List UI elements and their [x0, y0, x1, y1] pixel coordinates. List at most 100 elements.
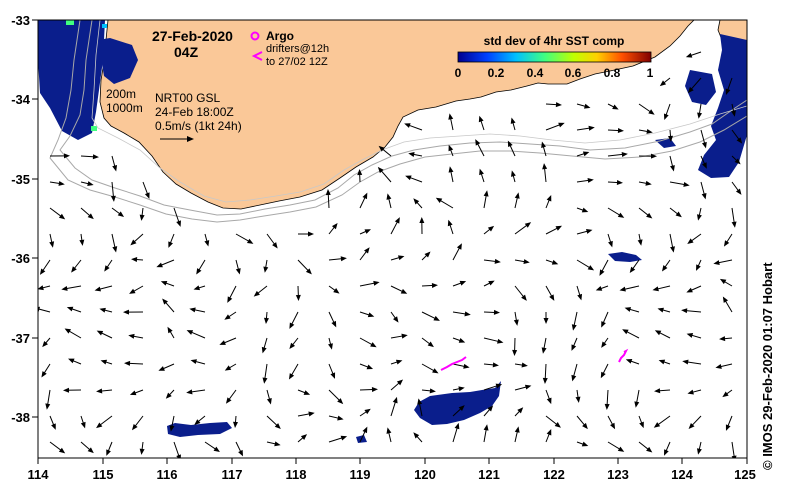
current-vector-head	[495, 383, 503, 389]
current-vector-head	[413, 432, 420, 439]
current-vector-head	[263, 317, 269, 324]
current-vector-head	[189, 307, 196, 313]
current-vector-head	[715, 364, 722, 369]
current-vector-head	[196, 268, 202, 275]
current-vector-head	[513, 319, 519, 326]
current-vector-head	[686, 287, 693, 293]
current-vector-head	[713, 260, 720, 266]
current-vector-head	[524, 222, 532, 228]
current-vector-head	[272, 242, 278, 249]
current-vector-head	[687, 389, 694, 395]
current-vector-head	[541, 347, 547, 354]
current-vector-head	[429, 388, 436, 394]
current-vector-head	[366, 364, 374, 370]
current-vector-head	[492, 362, 499, 368]
current-vector-head	[734, 158, 741, 165]
current-vector-head	[448, 166, 454, 173]
sst-pixel-high	[66, 20, 74, 25]
current-vector-head	[80, 421, 86, 429]
current-vector-head	[587, 177, 594, 183]
current-vector-head	[235, 268, 241, 275]
current-vector-head	[400, 288, 408, 294]
colorbar-tick-0.2: 0.2	[488, 66, 505, 80]
land-australia	[38, 20, 695, 210]
current-vector-head	[274, 423, 281, 430]
current-vector-head	[386, 427, 392, 434]
current-vector-head	[586, 229, 593, 234]
current-vector-head	[45, 403, 51, 410]
current-vector-head	[456, 243, 462, 250]
current-vector-head	[289, 322, 295, 329]
current-vector-head	[404, 123, 411, 128]
current-vector-head	[622, 329, 629, 335]
current-vector-head	[96, 388, 103, 394]
current-vector-head	[696, 448, 702, 455]
current-vector-head	[571, 324, 577, 331]
current-vector-head	[624, 307, 632, 312]
isobath-1000m	[49, 20, 747, 223]
current-vector-head	[79, 239, 85, 246]
current-vector-head	[419, 217, 425, 224]
drifters-label: drifters@12h	[266, 43, 329, 55]
current-vector-head	[575, 396, 581, 403]
current-vector-head	[162, 298, 168, 305]
current-vector-head	[96, 330, 104, 336]
current-vector-head	[648, 109, 655, 115]
argo-label: Argo	[266, 29, 294, 43]
current-vector-head	[58, 213, 66, 220]
current-vector-head	[362, 426, 368, 434]
x-tick-121: 121	[478, 467, 500, 482]
x-tick-120: 120	[414, 467, 436, 482]
current-vector-head	[261, 346, 267, 354]
current-vector-head	[186, 389, 193, 395]
current-vector-head	[458, 338, 466, 343]
current-vector-head	[377, 166, 384, 174]
current-vector-head	[681, 308, 688, 314]
current-vector-head	[99, 307, 106, 313]
isobath-shelf	[91, 20, 747, 203]
current-vector-head	[158, 366, 165, 371]
current-vector-head	[58, 180, 65, 186]
current-vector-head	[362, 192, 368, 200]
current-vector-head	[725, 88, 731, 95]
current-vector-head	[395, 359, 403, 365]
current-vector-head	[719, 336, 726, 342]
colorbar-tick-0.6: 0.6	[565, 66, 582, 80]
current-vector-head	[289, 342, 296, 350]
current-vector-head	[106, 449, 111, 456]
current-vector-head	[168, 241, 173, 248]
x-tick-125: 125	[734, 467, 756, 482]
colorbar-tick-0: 0	[455, 66, 462, 80]
current-vector-head	[663, 113, 669, 121]
current-vector-head	[448, 144, 454, 152]
colorbar-tick-0.8: 0.8	[604, 66, 621, 80]
current-vector-head	[224, 314, 231, 320]
current-vector-head	[458, 386, 465, 392]
current-vector-head	[610, 422, 616, 430]
current-vector-head	[340, 435, 348, 441]
x-tick-123: 123	[607, 467, 629, 482]
current-vector-head	[300, 434, 308, 440]
current-vector-head	[370, 342, 377, 348]
current-vector-head	[262, 377, 268, 384]
colorbar	[457, 51, 652, 63]
current-vector-head	[233, 421, 239, 428]
current-vector-head	[66, 306, 74, 312]
x-tick-115: 115	[93, 467, 114, 482]
current-vector-head	[61, 285, 68, 291]
current-vector-head	[238, 449, 244, 457]
current-vector-head	[612, 104, 619, 110]
current-vector-head	[331, 320, 337, 328]
current-vector-head	[546, 195, 552, 202]
current-vector-head	[478, 115, 484, 123]
current-vector-head	[479, 168, 484, 176]
product-time: 24-Feb 18:00Z	[155, 105, 234, 119]
current-vector-head	[87, 213, 94, 220]
colorbar-title: std dev of 4hr SST comp	[484, 34, 625, 48]
current-vector-head	[546, 397, 552, 405]
current-vector-head	[625, 358, 633, 364]
current-vector-head	[193, 285, 201, 291]
current-vector-head	[646, 446, 653, 453]
current-vector-head	[401, 333, 408, 339]
